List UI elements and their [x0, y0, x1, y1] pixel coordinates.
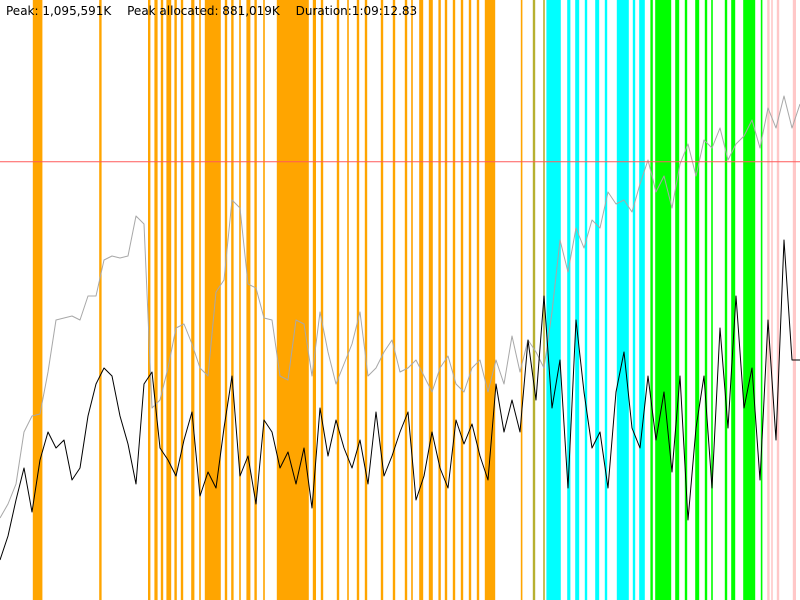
gc-phase-band: [567, 0, 571, 600]
gc-phase-band: [224, 0, 228, 600]
gc-phase-band: [476, 0, 480, 600]
gc-phase-band: [767, 0, 770, 600]
gc-phase-band: [595, 0, 600, 600]
allocated-memory-line: [0, 239, 800, 561]
gc-phase-band: [254, 0, 257, 600]
gc-phase-band: [166, 0, 172, 600]
gc-phase-band: [356, 0, 360, 600]
gc-phase-band: [460, 0, 464, 600]
gc-phase-band: [99, 0, 102, 600]
gc-phase-band: [320, 0, 324, 600]
gc-phase-band: [711, 0, 713, 600]
gc-phase-band: [639, 0, 645, 600]
peak-label: Peak: 1,095,591K: [6, 4, 112, 18]
gc-phase-band: [404, 0, 408, 600]
gc-phase-band: [468, 0, 472, 600]
gc-phase-band: [392, 0, 396, 600]
gc-phase-band: [246, 0, 251, 600]
gc-phase-band: [616, 0, 629, 600]
gc-phase-band: [650, 0, 653, 600]
gc-phase-band: [438, 0, 441, 600]
gc-phase-band: [604, 0, 608, 600]
gc-phase-band: [380, 0, 384, 600]
gc-phase-band: [154, 0, 158, 600]
gc-phase-band: [148, 0, 151, 600]
gc-phase-band: [276, 0, 309, 600]
gc-phase-band: [263, 0, 265, 600]
gc-phase-band: [411, 0, 413, 600]
gc-phase-band: [584, 0, 588, 600]
gc-phase-band: [452, 0, 456, 600]
gc-phase-band: [731, 0, 736, 600]
gc-phase-band: [160, 0, 164, 600]
gc-phase-band: [724, 0, 728, 600]
memory-stats: Peak: 1,095,591K Peak allocated: 881,019…: [6, 4, 429, 20]
gc-phase-band: [347, 0, 349, 600]
gc-phase-band: [444, 0, 448, 600]
gc-phase-band: [180, 0, 184, 600]
gc-phase-band: [204, 0, 221, 600]
gc-phase-band: [532, 0, 536, 600]
gc-phase-band: [428, 0, 433, 600]
gc-phase-band: [364, 0, 368, 600]
gc-phase-band: [231, 0, 234, 600]
gc-phase-band: [419, 0, 424, 600]
gc-phase-band: [520, 0, 523, 600]
gc-phase-band: [771, 0, 773, 600]
gc-phase-band: [336, 0, 340, 600]
gc-phase-band: [704, 0, 708, 600]
gc-phase-band: [655, 0, 672, 600]
gc-phase-band: [484, 0, 496, 600]
gc-phase-band: [675, 0, 680, 600]
gc-phase-band: [174, 0, 177, 600]
duration-label: Duration:1:09:12.83: [295, 4, 418, 18]
peak-allocated-label: Peak allocated: 881,019K: [127, 4, 280, 18]
gc-phase-band: [760, 0, 763, 600]
gc-phase-band: [743, 0, 756, 600]
gc-phase-band: [575, 0, 580, 600]
gc-phase-band: [684, 0, 688, 600]
gc-phase-band: [632, 0, 636, 600]
gc-phase-band: [312, 0, 316, 600]
gc-phase-band: [792, 0, 796, 600]
gc-phase-band: [239, 0, 241, 600]
gc-phase-band: [32, 0, 43, 600]
total-memory-line: [0, 95, 800, 519]
gc-phase-band: [695, 0, 700, 600]
series-lines: [0, 95, 800, 561]
gc-phase-band: [199, 0, 201, 600]
gc-phase-band: [191, 0, 195, 600]
gc-phase-band: [776, 0, 780, 600]
